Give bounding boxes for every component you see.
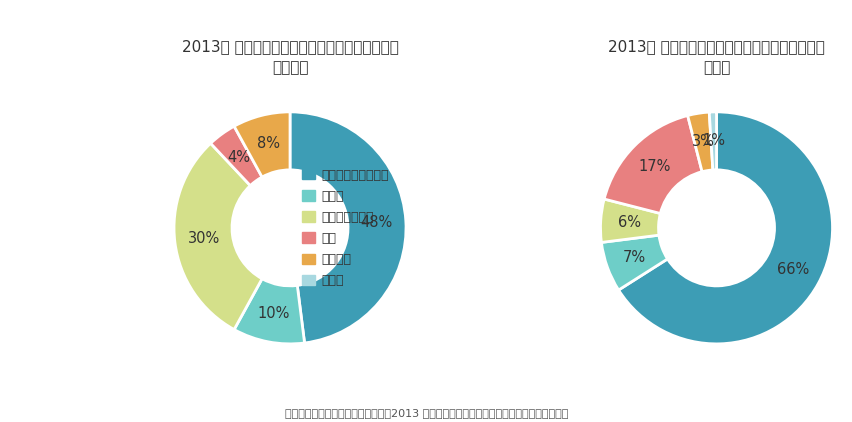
Wedge shape [210, 126, 262, 186]
Wedge shape [233, 112, 290, 177]
Wedge shape [233, 279, 304, 344]
Wedge shape [601, 235, 667, 290]
Text: 17%: 17% [638, 159, 671, 174]
Wedge shape [290, 112, 406, 343]
Wedge shape [600, 199, 659, 242]
Text: 66%: 66% [775, 262, 808, 277]
Wedge shape [708, 112, 716, 170]
Title: 2013年 がんと診断されてからの就業状況の変化
被雇用者: 2013年 がんと診断されてからの就業状況の変化 被雇用者 [181, 39, 398, 75]
Wedge shape [618, 112, 832, 344]
Text: 8%: 8% [256, 136, 279, 151]
Title: 2013年 がんと診断されてからの就業状況の変化
自営業: 2013年 がんと診断されてからの就業状況の変化 自営業 [607, 39, 824, 75]
Text: 3%: 3% [691, 135, 713, 149]
Text: 30%: 30% [187, 231, 220, 246]
Wedge shape [687, 112, 712, 172]
Text: 1%: 1% [701, 133, 724, 149]
Legend: 現在も営業中である, 休業中, 従事していない, 廃業, 代替わり, その他: 現在も営業中である, 休業中, 従事していない, 廃業, 代替わり, その他 [302, 168, 388, 287]
Wedge shape [603, 116, 701, 214]
Wedge shape [174, 143, 262, 330]
Text: 10%: 10% [257, 306, 290, 321]
Text: 4%: 4% [227, 150, 250, 165]
Text: 48%: 48% [360, 215, 393, 230]
Text: 7%: 7% [622, 250, 646, 265]
Text: 6%: 6% [618, 215, 641, 230]
Text: 出典：静岡県立静岡がんセンター「2013 がん体験者の悩み等に関する調査」より図表改変: 出典：静岡県立静岡がんセンター「2013 がん体験者の悩み等に関する調査」より図… [285, 408, 567, 418]
